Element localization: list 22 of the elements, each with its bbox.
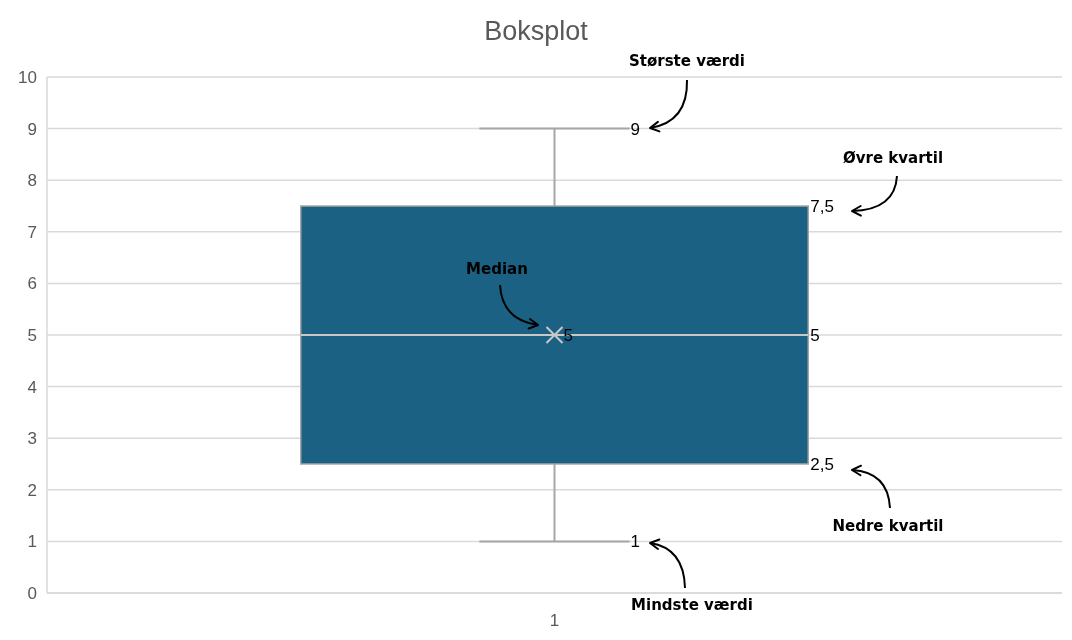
y-tick-label: 4 [27,377,37,397]
y-tick-label: 2 [27,480,37,500]
y-tick-label: 0 [27,583,37,603]
annotation: Median [466,260,528,279]
y-tick-label: 1 [27,532,37,552]
y-tick-label: 5 [27,325,37,345]
y-tick-label: 8 [27,171,37,191]
annotation: 9 [630,119,641,139]
y-tick-label: 6 [27,274,37,294]
annotation: 2,5 [810,454,834,474]
y-tick-label: 9 [27,119,37,139]
text: Største værdi [629,52,745,71]
y-tick-label: 3 [27,429,37,449]
annotation: 1 [630,532,641,552]
y-tick-label: 7 [27,222,37,242]
chart-title: Boksplot [484,16,589,46]
annotation: 7,5 [810,196,834,216]
annotation: Nedre kvartil [832,517,944,536]
text: Mindste værdi [631,596,753,615]
annotation: 5 [810,325,820,345]
annotation: Øvre kvartil [842,149,944,168]
y-tick-label: 10 [18,67,37,87]
